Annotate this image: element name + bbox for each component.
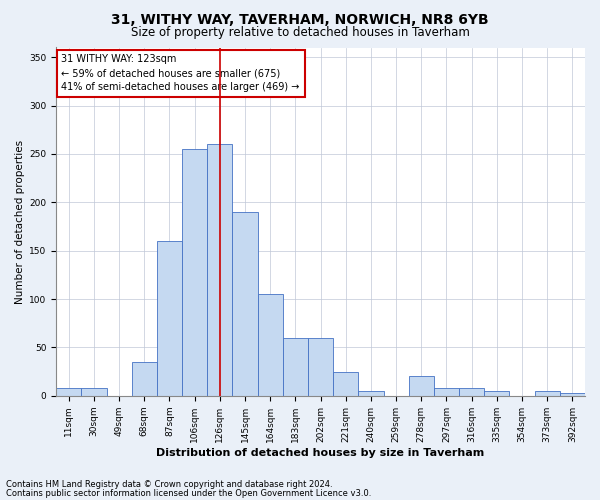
Bar bbox=[560, 393, 585, 396]
Bar bbox=[333, 372, 358, 396]
Bar bbox=[535, 391, 560, 396]
Bar bbox=[358, 391, 383, 396]
X-axis label: Distribution of detached houses by size in Taverham: Distribution of detached houses by size … bbox=[157, 448, 485, 458]
Bar bbox=[232, 212, 257, 396]
Bar bbox=[157, 241, 182, 396]
Text: 31 WITHY WAY: 123sqm
← 59% of detached houses are smaller (675)
41% of semi-deta: 31 WITHY WAY: 123sqm ← 59% of detached h… bbox=[61, 54, 300, 92]
Bar bbox=[257, 294, 283, 396]
Bar bbox=[283, 338, 308, 396]
Bar bbox=[484, 391, 509, 396]
Text: Contains HM Land Registry data © Crown copyright and database right 2024.: Contains HM Land Registry data © Crown c… bbox=[6, 480, 332, 489]
Bar bbox=[56, 388, 82, 396]
Bar bbox=[207, 144, 232, 396]
Bar bbox=[459, 388, 484, 396]
Bar bbox=[409, 376, 434, 396]
Bar bbox=[434, 388, 459, 396]
Bar bbox=[131, 362, 157, 396]
Y-axis label: Number of detached properties: Number of detached properties bbox=[15, 140, 25, 304]
Text: Size of property relative to detached houses in Taverham: Size of property relative to detached ho… bbox=[131, 26, 469, 39]
Text: 31, WITHY WAY, TAVERHAM, NORWICH, NR8 6YB: 31, WITHY WAY, TAVERHAM, NORWICH, NR8 6Y… bbox=[111, 12, 489, 26]
Bar bbox=[308, 338, 333, 396]
Bar bbox=[182, 149, 207, 396]
Text: Contains public sector information licensed under the Open Government Licence v3: Contains public sector information licen… bbox=[6, 489, 371, 498]
Bar bbox=[82, 388, 107, 396]
